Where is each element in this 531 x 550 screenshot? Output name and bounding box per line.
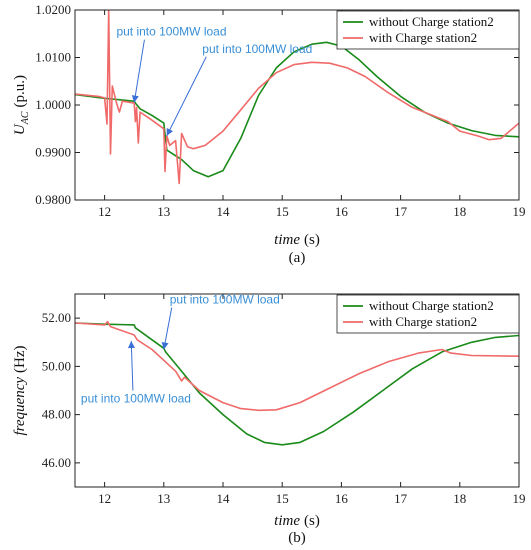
y-tick-label: 52.00 — [42, 310, 71, 325]
y-tick-label: 1.0200 — [35, 2, 71, 17]
chart-a: 12 13 14 15 16 17 18 19 0.9800 0.9900 1.0000 1.0100… — [12, 2, 526, 266]
y-axis-label: frequency(Hz) — [12, 345, 28, 435]
y-tick-label: 1.0100 — [35, 50, 71, 65]
x-tick-label: 12 — [98, 491, 111, 506]
annotation-text: put into 100MW load — [202, 42, 312, 56]
x-tick-label: 17 — [394, 491, 408, 506]
annotation-arrowhead — [166, 128, 174, 136]
annotation-text: put into 100MW load — [116, 25, 226, 39]
y-axis-label: UAC(p.u.) — [12, 75, 31, 135]
annotation-arrow-line — [163, 307, 173, 350]
series-line-1 — [75, 41, 519, 178]
y-tick-label: 0.9800 — [35, 192, 71, 207]
annotation-arrowhead — [161, 341, 169, 350]
x-tick-label: 16 — [335, 491, 349, 506]
x-tick-label: 12 — [98, 204, 111, 219]
annotation-text: put into 100MW load — [81, 392, 191, 406]
y-tick-label: 48.00 — [42, 407, 71, 422]
x-tick-label: 16 — [335, 204, 349, 219]
chart-caption: (a) — [289, 250, 306, 266]
x-axis-label: time (s) — [274, 232, 320, 248]
y-tick-label: 1.0000 — [35, 97, 71, 112]
x-tick-label: 19 — [513, 204, 526, 219]
x-axis-label: time (s) — [274, 513, 320, 529]
x-tick-label: 19 — [513, 491, 526, 506]
annotation-arrow-line — [133, 39, 145, 103]
chart-b: 12 13 14 15 16 17 18 19 46.00 48.00 50.00 52.00 time… — [12, 293, 526, 546]
legend-box — [336, 10, 520, 50]
annotation-text: put into 100MW load — [170, 293, 280, 307]
legend-label-1: without Charge station2 — [369, 14, 494, 29]
y-tick-label: 0.9900 — [35, 145, 71, 160]
x-tick-label: 13 — [157, 204, 170, 219]
series-line-1 — [75, 322, 519, 446]
x-tick-label: 13 — [157, 491, 170, 506]
series-line-2 — [75, 10, 519, 185]
plot-frame — [74, 293, 520, 488]
chart-caption: (b) — [288, 530, 306, 546]
annotation-arrowhead — [127, 341, 135, 349]
x-tick-label: 15 — [276, 491, 289, 506]
legend-label-2: with Charge station2 — [369, 30, 477, 45]
legend-label-1: without Charge station2 — [369, 298, 494, 313]
annotation-arrow-line — [166, 56, 207, 137]
x-tick-label: 15 — [276, 204, 289, 219]
x-tick-label: 18 — [453, 491, 466, 506]
x-tick-label: 18 — [453, 204, 466, 219]
x-tick-label: 14 — [217, 491, 231, 506]
x-tick-label: 17 — [394, 204, 408, 219]
y-tick-label: 46.00 — [42, 455, 71, 470]
x-tick-label: 14 — [217, 204, 231, 219]
legend-box — [336, 294, 520, 334]
y-tick-label: 50.00 — [42, 358, 71, 373]
annotation-arrowhead — [131, 95, 139, 103]
series-line-2 — [75, 320, 519, 412]
legend-label-2: with Charge station2 — [369, 314, 477, 329]
annotation-arrow-line — [130, 341, 134, 391]
